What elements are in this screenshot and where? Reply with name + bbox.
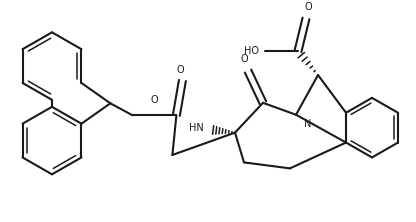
Text: HO: HO xyxy=(244,46,259,56)
Text: N: N xyxy=(304,119,311,129)
Text: O: O xyxy=(151,95,158,105)
Text: O: O xyxy=(176,65,184,75)
Text: O: O xyxy=(304,2,312,12)
Text: HN: HN xyxy=(189,123,204,133)
Text: O: O xyxy=(240,54,248,64)
